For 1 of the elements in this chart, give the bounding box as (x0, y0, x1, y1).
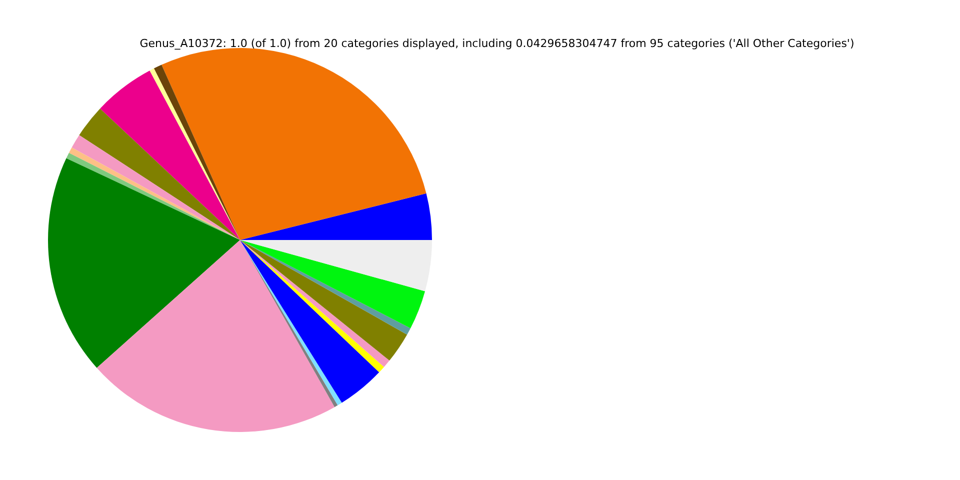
text: Genus_A10372: 1.0 (of 1.0) from 20 categories displayed, including 0.0429658304747 from 95 categories ('All Other Categories') (140, 37, 854, 50)
